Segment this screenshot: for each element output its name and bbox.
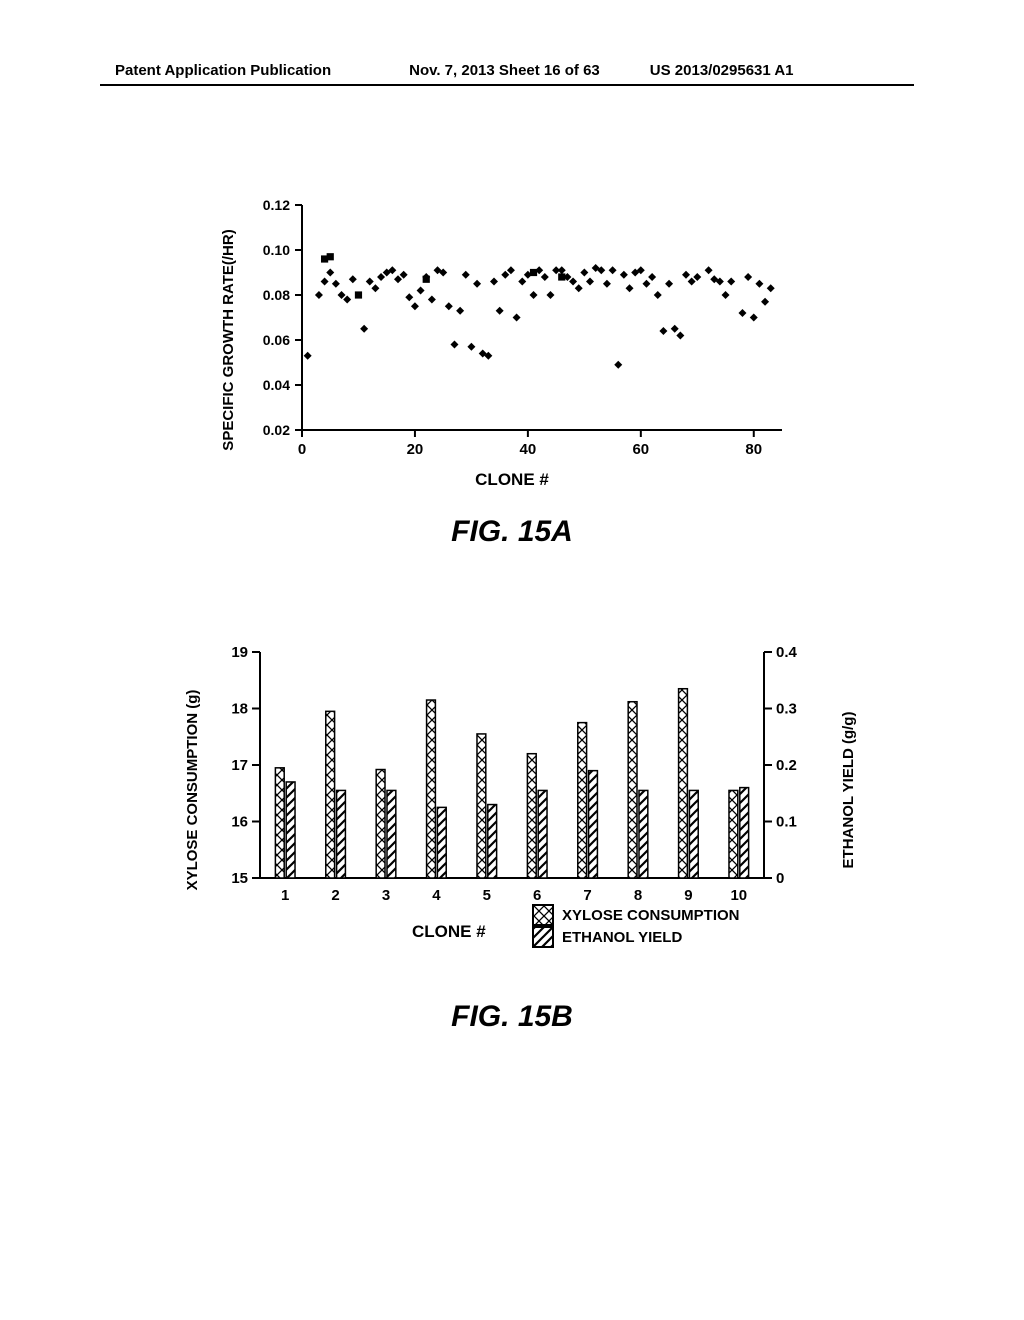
svg-text:0.4: 0.4 <box>776 644 798 661</box>
fig-b-ylabel-right: ETHANOL YIELD (g/g) <box>840 712 857 869</box>
svg-text:7: 7 <box>583 887 591 904</box>
svg-text:17: 17 <box>231 757 248 774</box>
bar-svg: 15 16 17 18 19 0 0.1 0.2 0.3 0.4 1 2 3 4 5 6 7 8 9 10 <box>192 640 832 940</box>
svg-text:5: 5 <box>483 887 491 904</box>
svg-text:0.3: 0.3 <box>776 701 797 718</box>
header-left: Patent Application Publication <box>115 62 331 79</box>
svg-text:0.04: 0.04 <box>263 377 290 393</box>
legend-swatch-cross <box>532 904 554 926</box>
svg-text:2: 2 <box>331 887 339 904</box>
fig-a-label: FIG. 15A <box>451 515 573 549</box>
fig-a-ylabel: SPECIFIC GROWTH RATE(/HR) <box>220 229 237 450</box>
header-rule <box>100 84 914 86</box>
svg-text:0: 0 <box>298 441 306 458</box>
fig-b-legend: XYLOSE CONSUMPTION ETHANOL YIELD <box>532 904 740 948</box>
svg-text:10: 10 <box>730 887 747 904</box>
svg-text:15: 15 <box>231 870 248 887</box>
header-right: US 2013/0295631 A1 <box>650 62 794 79</box>
svg-text:8: 8 <box>634 887 642 904</box>
legend-swatch-diag <box>532 926 554 948</box>
svg-text:20: 20 <box>407 441 424 458</box>
svg-text:0.10: 0.10 <box>263 242 290 258</box>
svg-text:60: 60 <box>632 441 649 458</box>
fig-b-ylabel-left: XYLOSE CONSUMPTION (g) <box>184 690 201 891</box>
svg-text:19: 19 <box>231 644 248 661</box>
svg-text:1: 1 <box>281 887 289 904</box>
svg-text:0.1: 0.1 <box>776 814 797 831</box>
svg-text:0.2: 0.2 <box>776 757 797 774</box>
svg-text:9: 9 <box>684 887 692 904</box>
legend-label-ethanol: ETHANOL YIELD <box>562 929 682 946</box>
svg-text:80: 80 <box>745 441 762 458</box>
svg-text:0: 0 <box>776 870 784 887</box>
fig-15b-chart: XYLOSE CONSUMPTION (g) ETHANOL YIELD (g/… <box>192 640 832 940</box>
svg-text:4: 4 <box>432 887 441 904</box>
fig-b-label: FIG. 15B <box>451 1000 573 1034</box>
fig-15a-chart: SPECIFIC GROWTH RATE(/HR) 0.020.040.060.… <box>232 195 792 485</box>
svg-text:0.02: 0.02 <box>263 422 290 438</box>
svg-text:40: 40 <box>520 441 537 458</box>
legend-row-xylose: XYLOSE CONSUMPTION <box>532 904 740 926</box>
fig-b-xlabel: CLONE # <box>412 922 486 942</box>
legend-row-ethanol: ETHANOL YIELD <box>532 926 740 948</box>
scatter-svg: 0.02 0.04 0.06 0.08 0.10 0.12 0 20 40 60 80 <box>232 195 792 485</box>
svg-text:3: 3 <box>382 887 390 904</box>
svg-text:0.08: 0.08 <box>263 287 290 303</box>
page-header: Patent Application Publication Nov. 7, 2… <box>0 62 1024 79</box>
svg-text:0.06: 0.06 <box>263 332 290 348</box>
svg-text:18: 18 <box>231 701 248 718</box>
fig-a-xlabel: CLONE # <box>475 470 549 490</box>
header-mid: Nov. 7, 2013 Sheet 16 of 63 <box>409 62 600 79</box>
svg-text:16: 16 <box>231 814 248 831</box>
legend-label-xylose: XYLOSE CONSUMPTION <box>562 907 740 924</box>
svg-text:6: 6 <box>533 887 541 904</box>
svg-text:0.12: 0.12 <box>263 197 290 213</box>
